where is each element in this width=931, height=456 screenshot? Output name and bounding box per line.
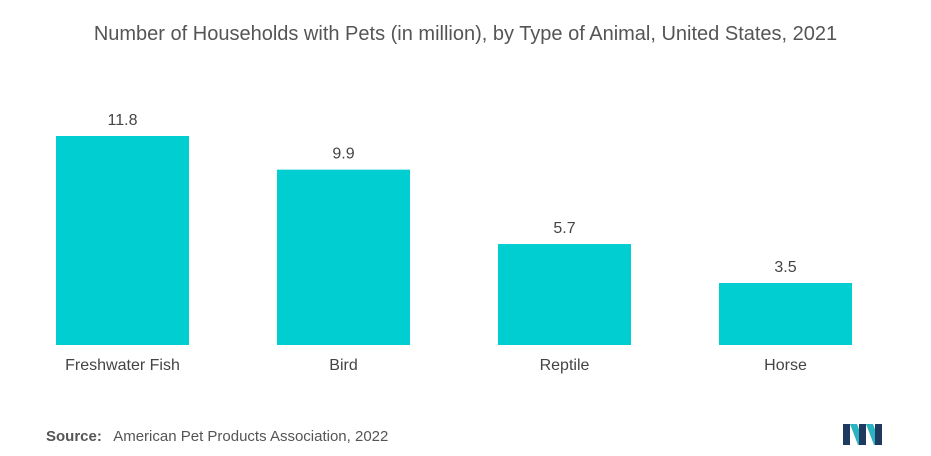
mordor-intelligence-logo-icon bbox=[843, 424, 882, 445]
logo-bar-3 bbox=[875, 424, 882, 445]
bar-value-label: 9.9 bbox=[332, 146, 354, 163]
source-text: American Pet Products Association, 2022 bbox=[113, 428, 389, 445]
bar-horse bbox=[719, 283, 852, 345]
logo-bar-2 bbox=[859, 424, 866, 445]
source-label: Source: bbox=[46, 428, 102, 445]
bar-bird bbox=[277, 169, 410, 345]
bar-reptile bbox=[498, 244, 631, 345]
source-line: Source: American Pet Products Associatio… bbox=[46, 428, 388, 445]
bar-value-label: 5.7 bbox=[553, 220, 575, 237]
chart-title: Number of Households with Pets (in milli… bbox=[93, 23, 838, 45]
bar-freshwater-fish bbox=[56, 136, 189, 345]
bar-value-label: 3.5 bbox=[774, 259, 796, 276]
category-label: Reptile bbox=[540, 357, 590, 374]
category-labels-layer: Freshwater Fish Bird Reptile Horse bbox=[65, 357, 807, 374]
value-labels-layer: 11.8 9.9 5.7 3.5 bbox=[108, 112, 797, 276]
logo-bar-1 bbox=[843, 424, 850, 445]
bars-layer bbox=[56, 136, 852, 345]
category-label: Horse bbox=[764, 357, 807, 374]
category-label: Bird bbox=[329, 357, 357, 374]
bar-value-label: 11.8 bbox=[108, 112, 138, 129]
category-label: Freshwater Fish bbox=[65, 357, 180, 374]
